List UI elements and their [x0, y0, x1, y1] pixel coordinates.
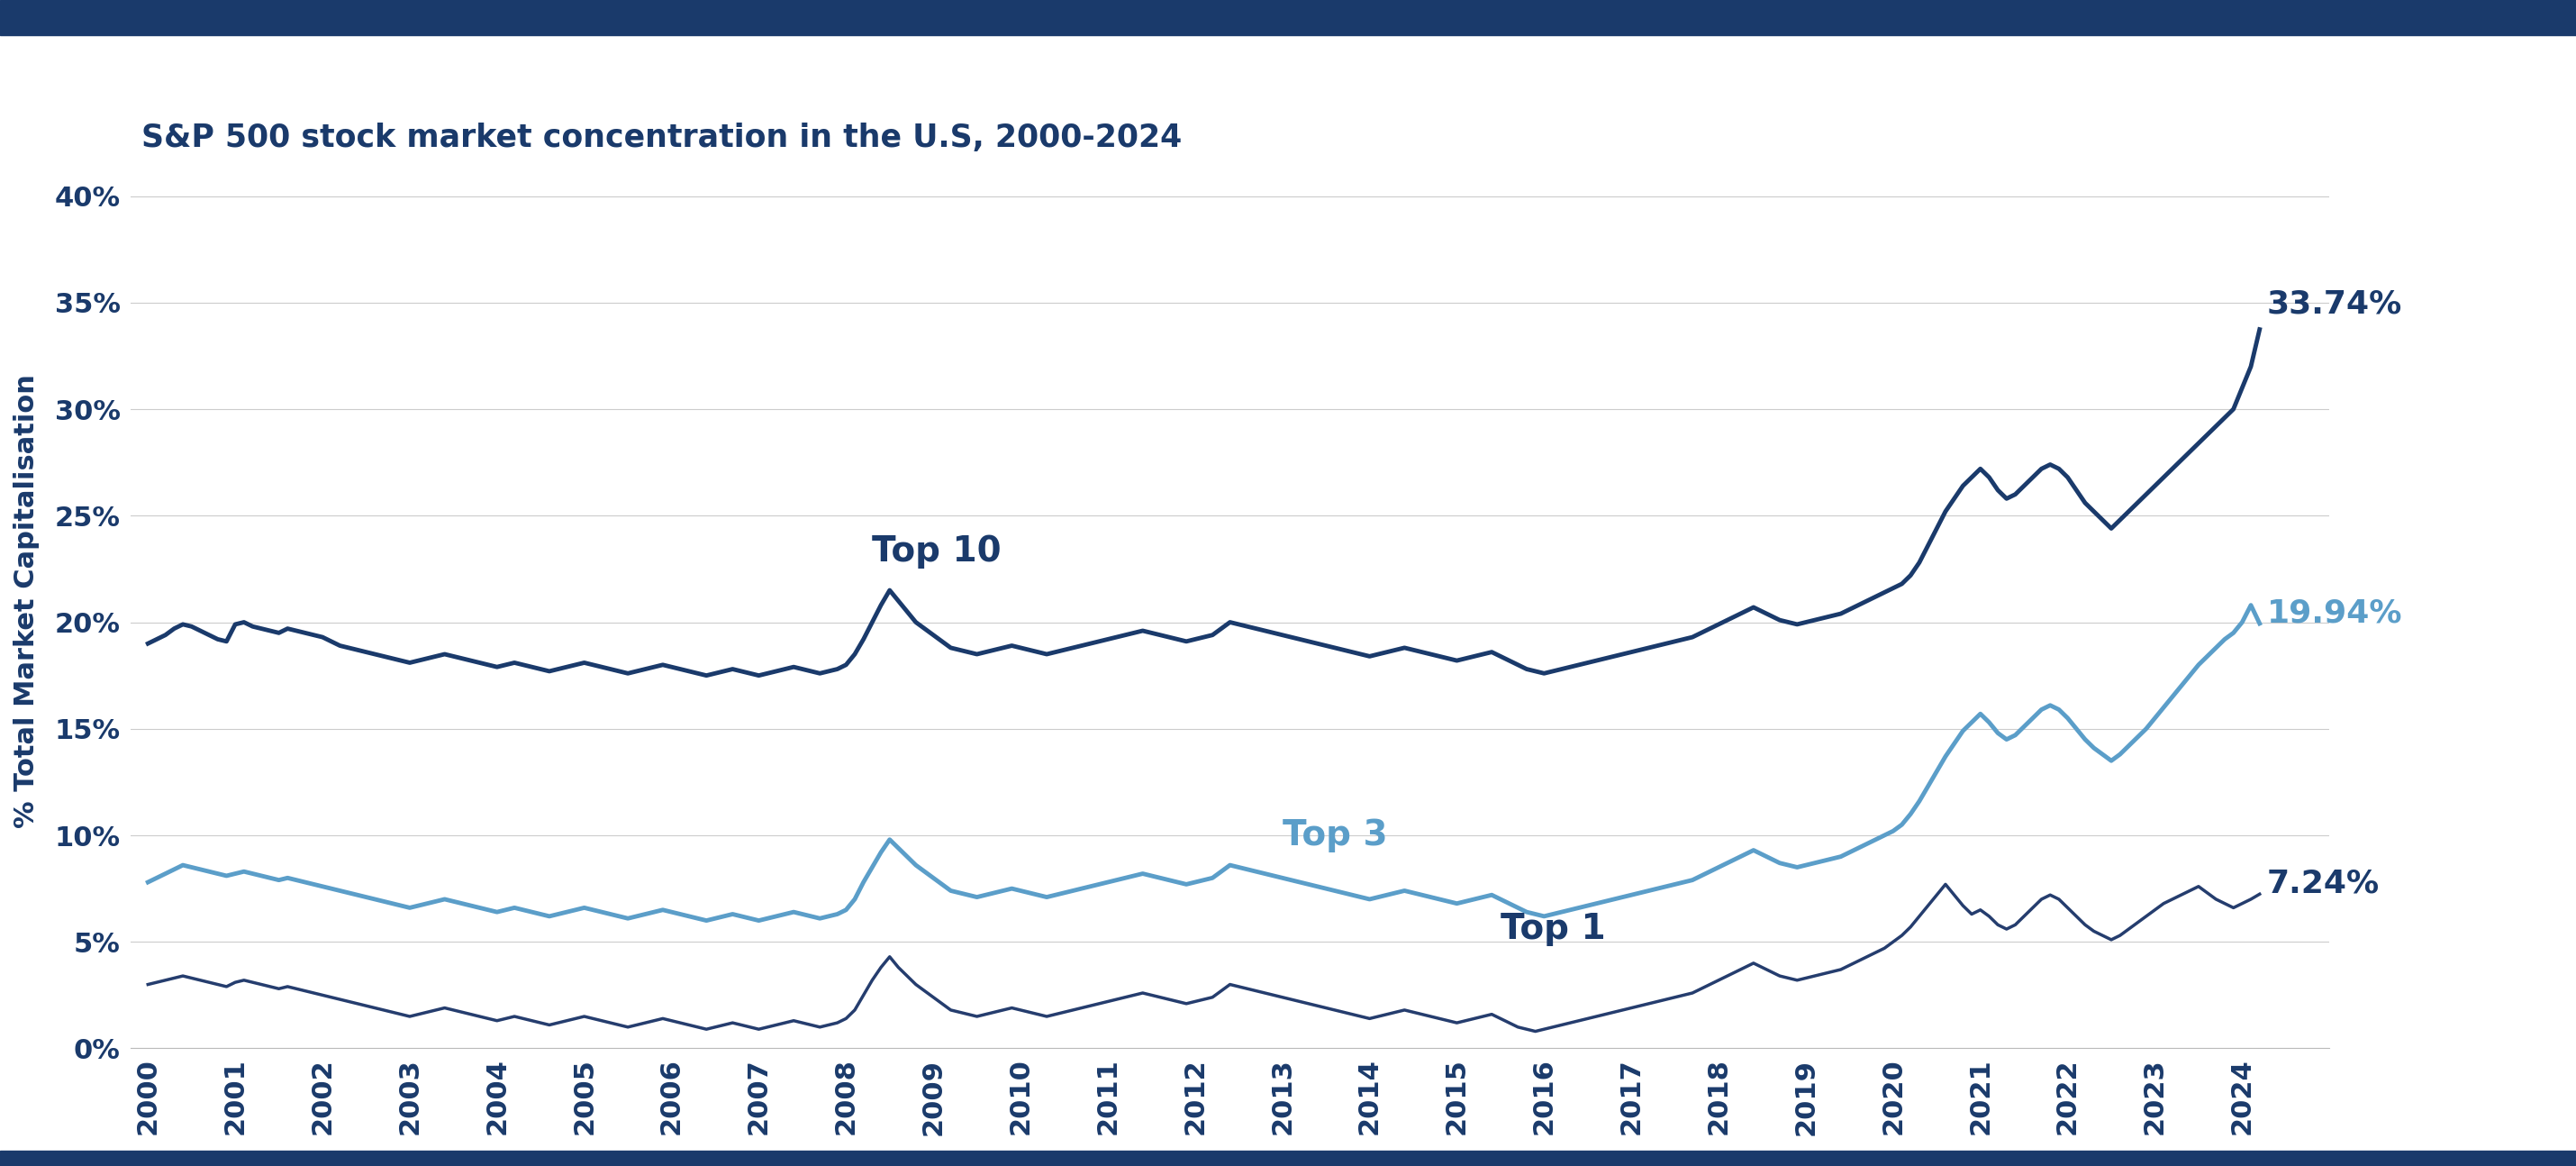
Text: 33.74%: 33.74% — [2267, 288, 2401, 319]
Text: Top 3: Top 3 — [1283, 819, 1388, 852]
Text: 7.24%: 7.24% — [2267, 869, 2380, 899]
Y-axis label: % Total Market Capitalisation: % Total Market Capitalisation — [13, 374, 39, 828]
Text: Top 10: Top 10 — [873, 535, 1002, 569]
Text: Top 1: Top 1 — [1499, 912, 1605, 946]
Text: 19.94%: 19.94% — [2267, 597, 2403, 628]
Text: S&P 500 stock market concentration in the U.S, 2000-2024: S&P 500 stock market concentration in th… — [142, 122, 1182, 153]
